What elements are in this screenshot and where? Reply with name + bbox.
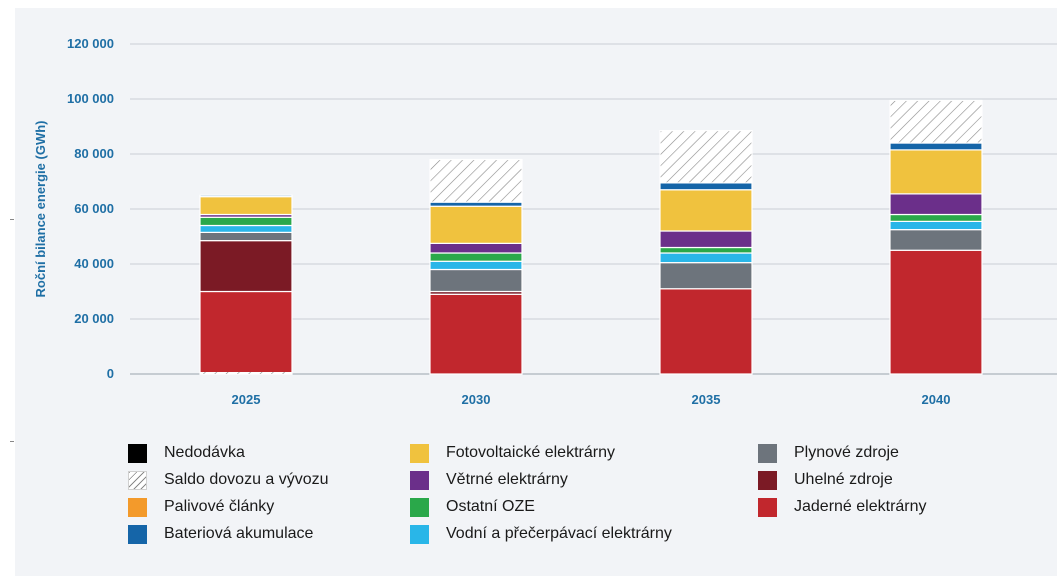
bar-segment [199,240,293,293]
legend-item: Palivové články [128,496,274,518]
y-tick-label: 0 [107,366,114,381]
bars [199,99,983,375]
legend-swatch [410,524,429,544]
bar-segment [199,231,293,242]
bar-segment [659,189,753,232]
bar-segment [429,252,523,262]
legend-item: Ostatní OZE [410,496,535,518]
x-tick-label: 2030 [462,392,491,407]
legend-item: Uhelné zdroje [758,469,893,491]
legend-item: Saldo dovozu a vývozu [128,469,329,491]
bar-segment [659,130,753,184]
bar-segment [889,229,983,251]
legend-swatch [410,497,429,517]
bar-segment [429,268,523,293]
legend-item: Plynové zdroje [758,442,899,464]
edge-tick [10,441,14,442]
legend-item: Větrné elektrárny [410,469,568,491]
bar-segment [429,158,523,203]
x-tick-label: 2040 [922,392,951,407]
bar-segment [429,260,523,271]
bar-segment [199,290,293,375]
legend-swatch [410,470,429,490]
bar-segment [889,249,983,375]
bar-segment [889,142,983,151]
legend-label: Větrné elektrárny [446,471,568,488]
legend-item: Fotovoltaické elektrárny [410,442,615,464]
bar-segment [659,262,753,290]
legend-swatch [410,443,429,463]
bar-segment [199,194,293,198]
bar-segment [429,205,523,244]
y-tick-label: 120 000 [67,36,114,51]
y-axis-label: Roční bilance energie (GWh) [33,121,48,298]
legend-swatch [128,524,147,544]
bar-segment [429,201,523,207]
bar-segment [199,196,293,216]
legend-label: Palivové články [164,498,275,515]
bar-segment [200,372,292,374]
bar-segment [659,182,753,191]
x-axis-ticks: 2025 2030 2035 2040 [232,392,951,407]
legend-item: Jaderné elektrárny [758,496,927,518]
legend-label: Nedodávka [164,444,245,461]
bar-segment [199,224,293,233]
legend-item: Bateriová akumulace [128,523,313,545]
legend-item: Vodní a přečerpávací elektrárny [410,523,672,545]
bar-segment [429,293,523,375]
bar-segment [889,213,983,222]
legend-swatch [758,470,777,490]
legend-label: Saldo dovozu a vývozu [164,471,329,488]
x-tick-label: 2035 [692,392,721,407]
legend: Nedodávka Saldo dovozu a vývozu Palivové č… [128,442,1028,552]
y-tick-label: 20 000 [74,311,114,326]
bar-segment [889,220,983,231]
y-tick-label: 80 000 [74,146,114,161]
legend-label: Bateriová akumulace [164,525,314,542]
bar-segment [659,246,753,254]
legend-swatch [758,497,777,517]
legend-swatch [128,470,147,490]
edge-tick [10,219,14,220]
y-tick-label: 40 000 [74,256,114,271]
x-tick-label: 2025 [232,392,261,407]
bar-segment [199,216,293,227]
legend-label: Jaderné elektrárny [794,498,927,515]
chart-panel [15,8,1057,576]
legend-swatch [128,443,147,463]
legend-swatch [128,497,147,517]
bar-segment [889,99,983,144]
y-tick-label: 60 000 [74,201,114,216]
bar-segment [659,288,753,375]
legend-label: Fotovoltaické elektrárny [446,444,615,461]
legend-item: Nedodávka [128,442,245,464]
bar-segment [889,149,983,195]
legend-swatch [758,443,777,463]
bar-segment [429,242,523,254]
bar-segment [659,230,753,249]
legend-label: Ostatní OZE [446,498,535,515]
bar-segment [889,193,983,216]
legend-label: Vodní a přečerpávací elektrárny [446,525,672,542]
y-axis-ticks: 0 20 000 40 000 60 000 80 000 100 000 120 000 [67,36,114,381]
y-tick-label: 100 000 [67,91,114,106]
legend-label: Uhelné zdroje [794,471,893,488]
bar-segment [659,252,753,264]
legend-label: Plynové zdroje [794,444,899,461]
